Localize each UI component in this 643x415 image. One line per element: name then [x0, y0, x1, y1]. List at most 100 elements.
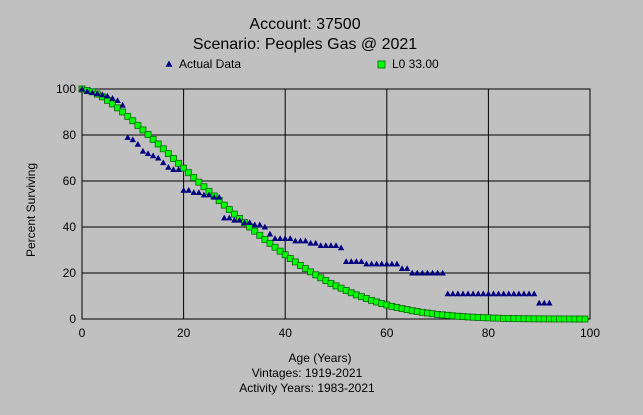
actual-data-point: [276, 235, 284, 242]
actual-data-point: [515, 290, 523, 297]
chart-title: Account: 37500: [249, 16, 360, 33]
l0-fit-point: [124, 112, 132, 120]
actual-data-point: [190, 189, 197, 196]
actual-data-point: [520, 290, 528, 297]
y-tick-label: 20: [63, 266, 77, 280]
l0-fit-point: [154, 140, 162, 148]
actual-data-point: [414, 269, 421, 276]
legend-actual-data-label: Actual Data: [179, 57, 241, 71]
actual-data-point: [175, 166, 182, 173]
actual-data-point: [271, 235, 279, 242]
actual-data-point: [317, 242, 324, 248]
actual-data-point: [129, 136, 136, 143]
actual-data-point: [297, 237, 304, 244]
actual-data-point: [78, 85, 86, 92]
l0-fit-point: [276, 247, 284, 255]
legend-actual-data-marker: [165, 60, 173, 67]
actual-data-point: [485, 290, 492, 297]
actual-data-point: [332, 242, 340, 248]
actual-data-point: [348, 258, 355, 265]
legend: Actual Data L0 33.00: [165, 57, 439, 71]
actual-data-point: [373, 260, 380, 267]
actual-data-point: [383, 260, 390, 267]
actual-data-point: [139, 147, 147, 154]
actual-data-point: [160, 159, 167, 166]
l0-fit-point: [185, 169, 193, 177]
actual-data-point: [282, 235, 289, 242]
l0-fit-point: [180, 164, 188, 172]
actual-data-point: [327, 242, 335, 248]
l0-fit-point: [134, 121, 142, 129]
legend-l0-fit-label: L0 33.00: [392, 57, 439, 71]
actual-data-point: [546, 299, 553, 306]
l0-fit-point: [266, 239, 274, 247]
actual-data-point: [342, 258, 350, 265]
l0-fit-point: [200, 183, 208, 191]
y-axis-label: Percent Surviving: [24, 163, 38, 257]
actual-data-point: [464, 290, 472, 297]
actual-data-point: [424, 269, 431, 276]
actual-data-point: [302, 237, 309, 244]
l0-fit-point: [251, 227, 259, 235]
x-tick-label: 60: [380, 326, 394, 340]
actual-data-point: [358, 258, 365, 265]
actual-data-point: [180, 187, 187, 193]
actual-data-point: [104, 92, 111, 99]
y-axis-ticks: 0 20 40 60 80 100: [56, 82, 76, 326]
actual-data-point: [500, 290, 507, 297]
actual-data-point: [292, 237, 299, 244]
actual-data-point: [124, 134, 131, 140]
y-tick-label: 80: [63, 128, 77, 142]
l0-fit-point: [261, 236, 269, 243]
actual-data-point: [378, 260, 385, 267]
l0-fit-point: [220, 201, 228, 209]
actual-data-point: [170, 166, 177, 173]
l0-fit-point: [225, 206, 233, 213]
l0-fit-point: [170, 155, 177, 162]
actual-data-point: [149, 152, 157, 159]
actual-data-point: [307, 239, 314, 246]
actual-data-point: [480, 290, 487, 297]
actual-data-point: [409, 269, 416, 276]
x-tick-label: 0: [79, 326, 86, 340]
actual-data-point: [353, 258, 360, 265]
x-tick-label: 40: [279, 326, 293, 340]
actual-data-point: [312, 239, 319, 246]
actual-data-point: [205, 191, 213, 198]
l0-fit-point: [195, 178, 203, 186]
actual-data-point: [439, 269, 446, 276]
actual-data-point: [337, 244, 345, 251]
y-tick-label: 0: [69, 312, 76, 326]
l0-fit-series: [78, 85, 589, 323]
actual-data-point: [536, 299, 543, 306]
actual-data-point: [256, 221, 263, 228]
l0-fit-point: [256, 231, 264, 239]
actual-data-point: [231, 216, 238, 223]
actual-data-point: [185, 187, 192, 193]
actual-data-point: [195, 189, 203, 196]
l0-fit-point: [175, 159, 182, 167]
x-tick-label: 20: [177, 326, 191, 340]
actual-data-point: [200, 191, 208, 198]
legend-triangle-icon: [165, 60, 173, 67]
actual-data-point: [434, 269, 441, 276]
actual-data-point: [134, 141, 142, 147]
actual-data-point: [541, 299, 548, 306]
actual-data-point: [241, 219, 248, 225]
y-tick-label: 40: [63, 220, 77, 234]
actual-data-point: [236, 216, 243, 223]
x-tick-label: 100: [580, 326, 600, 340]
actual-data-point: [287, 235, 294, 242]
actual-data-point: [429, 269, 436, 276]
actual-data-point: [419, 269, 426, 276]
l0-fit-point: [114, 104, 121, 112]
actual-data-point: [83, 88, 91, 94]
actual-data-point: [505, 290, 512, 297]
actual-data-point: [246, 219, 253, 225]
actual-data-point: [363, 260, 370, 267]
x-axis-ticks: 0 20 40 60 80 100: [79, 326, 601, 340]
l0-fit-point: [109, 100, 116, 108]
actual-data-point: [403, 265, 411, 271]
actual-data-series: [78, 85, 553, 306]
